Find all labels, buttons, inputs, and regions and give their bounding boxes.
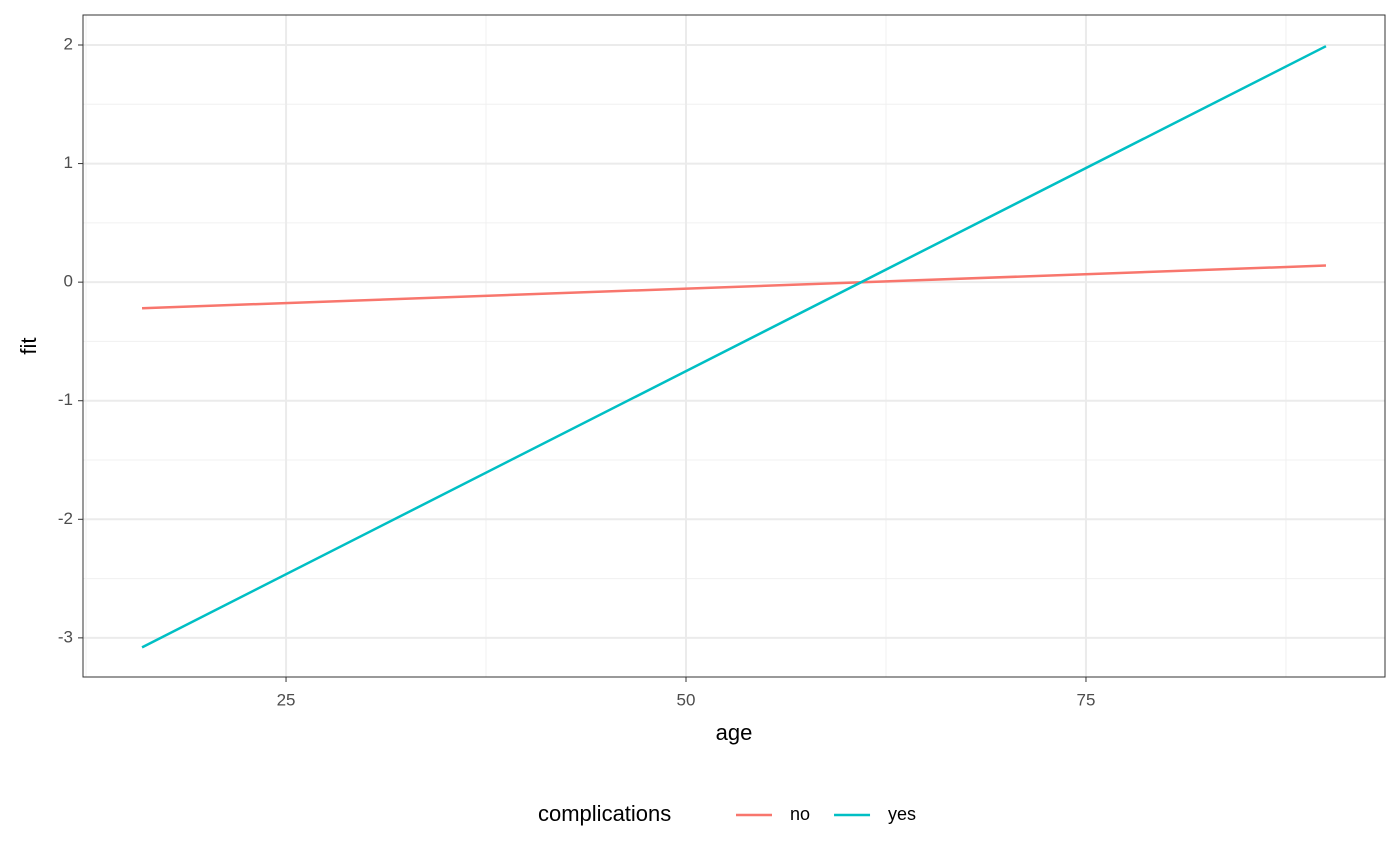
x-tick-label: 75 (1077, 690, 1096, 709)
panel-border (82, 14, 1386, 678)
line (141, 45, 1327, 649)
x-axis-title: age (716, 720, 753, 745)
y-tick-label: 2 (64, 34, 73, 53)
x-tick-label: 50 (677, 690, 696, 709)
y-tick-label: 1 (64, 153, 73, 172)
legend-label: no (790, 804, 810, 824)
legend-label: yes (888, 804, 916, 824)
line (141, 264, 1327, 310)
legend-title: complications (538, 801, 671, 826)
y-tick-label: 0 (64, 272, 73, 291)
y-tick-label: -1 (58, 390, 73, 409)
y-axis-title: fit (16, 337, 41, 354)
y-tick-label: -3 (58, 627, 73, 646)
x-tick-label: 25 (277, 690, 296, 709)
y-tick-label: -2 (58, 509, 73, 528)
